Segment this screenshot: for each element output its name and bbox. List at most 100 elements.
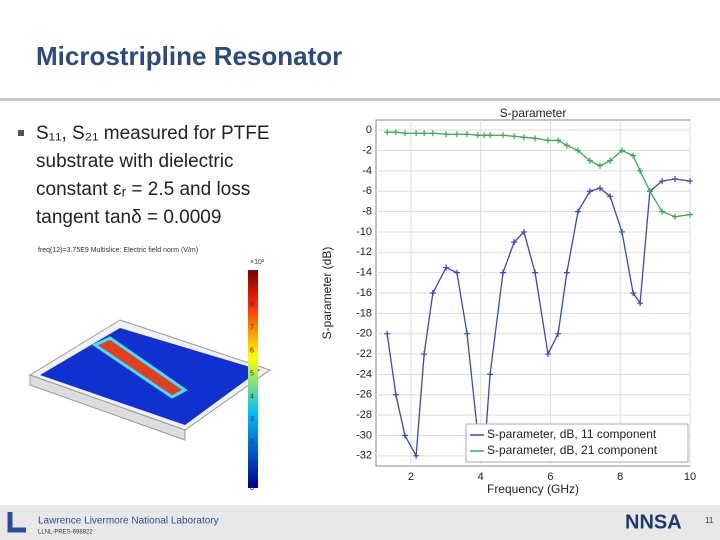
slab-side — [29, 374, 186, 441]
legend-box — [465, 423, 689, 463]
point-marker — [499, 132, 506, 139]
field-plot — [28, 270, 272, 488]
point-marker — [464, 131, 471, 138]
x-tick-label: 8 — [617, 471, 623, 483]
separator — [0, 98, 720, 101]
y-tick-label: -12 — [356, 246, 372, 258]
point-marker — [421, 130, 428, 137]
colorbar-tick-label: 1 — [250, 462, 254, 469]
point-marker — [511, 133, 518, 140]
series-line — [386, 178, 691, 459]
point-marker — [659, 178, 666, 185]
y-tick-label: -32 — [356, 450, 372, 462]
point-marker — [532, 135, 539, 142]
y-tick-label: -10 — [356, 226, 372, 238]
point-marker — [545, 351, 552, 358]
page-number: 11 — [705, 516, 714, 525]
point-marker — [413, 130, 420, 137]
field-caption: freq(12)=3.75E9 Multislice: Electric fie… — [38, 247, 198, 254]
y-tick-label: -24 — [356, 368, 372, 380]
y-tick-label: -18 — [356, 307, 372, 319]
point-marker — [618, 228, 625, 235]
lab-name: Lawrence Livermore National Laboratory — [38, 516, 219, 527]
point-marker — [607, 193, 614, 200]
point-marker — [392, 391, 399, 398]
point-marker — [511, 239, 518, 246]
point-marker — [413, 452, 420, 459]
point-marker — [443, 131, 450, 138]
point-marker — [607, 157, 614, 164]
x-tick-label: 10 — [684, 471, 696, 483]
point-marker — [563, 142, 570, 149]
y-tick-label: -14 — [356, 267, 372, 279]
point-marker — [545, 137, 552, 144]
colorbar-tick-label: 5 — [250, 370, 254, 377]
point-marker — [520, 134, 527, 141]
y-tick-label: -28 — [356, 409, 372, 421]
legend-label: S-parameter, dB, 11 component — [487, 427, 657, 441]
bullet-line: S₁₁, S₂₁ measured for PTFE — [36, 123, 270, 144]
colorbar-tick-label: 0 — [250, 485, 254, 492]
point-marker — [487, 371, 494, 378]
x-axis-label: Frequency (GHz) — [487, 482, 579, 496]
point-marker — [671, 213, 678, 220]
point-marker — [596, 185, 603, 192]
point-marker — [687, 211, 693, 218]
colorbar-tick-label: 3 — [250, 416, 254, 423]
colorbar — [248, 270, 258, 488]
point-marker — [532, 269, 539, 276]
point-marker — [630, 290, 637, 296]
point-marker — [453, 269, 460, 276]
colorbar-tick-label: 4 — [250, 393, 254, 400]
point-marker — [596, 162, 603, 169]
legend-label: S-parameter, dB, 21 component — [487, 443, 658, 457]
point-marker — [443, 264, 450, 271]
x-tick-label: 2 — [408, 471, 414, 483]
colorbar-tick-label: 9 — [250, 279, 254, 286]
point-marker — [401, 130, 408, 137]
y-tick-label: -20 — [356, 328, 372, 340]
point-marker — [687, 178, 693, 185]
point-marker — [401, 432, 408, 439]
y-tick-label: 0 — [366, 124, 372, 136]
colorbar-tick-label: 8 — [250, 302, 254, 309]
point-marker — [586, 157, 593, 164]
point-marker — [499, 269, 506, 276]
y-tick-label: -4 — [362, 165, 372, 177]
point-marker — [630, 152, 637, 159]
llnl-logo — [7, 512, 26, 533]
bullet-text: S₁₁, S₂₁ measured for PTFE substrate with… — [36, 123, 270, 228]
nnsa-logo: NNSA — [625, 511, 682, 533]
point-marker — [392, 129, 399, 136]
y-tick-label: -22 — [356, 348, 372, 360]
colorbar-tick-label: 6 — [250, 348, 254, 355]
colorbar-tick-label: 2 — [250, 439, 254, 446]
point-marker — [575, 147, 582, 154]
footer-band — [0, 505, 720, 540]
point-marker — [555, 330, 562, 337]
point-marker — [464, 330, 471, 337]
y-tick-label: -16 — [356, 287, 372, 299]
y-tick-label: -2 — [362, 144, 372, 156]
y-axis-label: S-parameter (dB) — [320, 247, 334, 340]
point-marker — [563, 269, 570, 276]
point-marker — [671, 176, 678, 183]
colorbar-scale: ×10² — [250, 259, 265, 266]
point-marker — [575, 208, 582, 215]
point-marker — [384, 129, 391, 136]
bullet-line: tangent tanδ = 0.0009 — [36, 207, 221, 228]
x-tick-label: 4 — [478, 471, 484, 483]
point-marker — [646, 188, 653, 195]
point-marker — [637, 300, 644, 307]
point-marker — [586, 188, 593, 195]
slide-title: Microstripline Resonator — [36, 41, 342, 71]
point-marker — [429, 290, 436, 296]
point-marker — [453, 131, 460, 138]
point-marker — [659, 208, 666, 215]
point-marker — [384, 330, 391, 337]
point-marker — [637, 167, 644, 174]
chart-title: S-parameter — [500, 106, 567, 120]
bullet-line: constant εᵣ = 2.5 and loss — [36, 179, 250, 200]
